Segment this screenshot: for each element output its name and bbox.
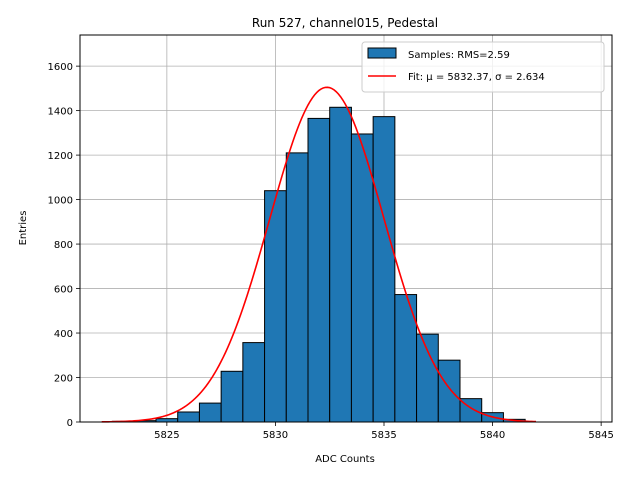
x-tick-label: 5845 <box>588 430 613 441</box>
histogram-bar <box>155 418 179 423</box>
legend-box <box>361 41 605 93</box>
histogram-bar <box>350 133 374 423</box>
histogram-bar <box>198 402 222 423</box>
x-axis-label: ADC Counts <box>315 454 375 465</box>
legend-entry-histogram: Samples: RMS=2.59 <box>408 50 510 61</box>
legend-swatch-histogram <box>367 47 397 59</box>
y-tick-label: 1200 <box>48 151 73 162</box>
histogram-bar <box>416 333 439 423</box>
legend: Samples: RMS=2.59 Fit: μ = 5832.37, σ = … <box>361 41 605 93</box>
histogram-bar <box>372 116 396 423</box>
chart-title: Run 527, channel015, Pedestal <box>252 16 438 30</box>
y-axis-label: Entries <box>18 211 29 246</box>
legend-entry-fit: Fit: μ = 5832.37, σ = 2.634 <box>408 72 545 83</box>
histogram-bar <box>329 106 352 423</box>
histogram-bar <box>307 117 331 423</box>
x-axis-ticks: 5825 5830 5835 5840 5845 <box>154 422 614 441</box>
histogram-bars <box>112 106 526 423</box>
x-tick-label: 5825 <box>154 430 179 441</box>
y-tick-label: 1000 <box>48 196 73 207</box>
histogram-bar <box>285 152 309 423</box>
x-tick-label: 5840 <box>480 430 505 441</box>
y-tick-label: 600 <box>54 285 73 296</box>
histogram-bar <box>242 342 266 423</box>
histogram-bar <box>220 370 244 423</box>
y-tick-label: 200 <box>54 374 73 385</box>
histogram-bar <box>437 359 461 423</box>
y-tick-label: 400 <box>54 329 73 340</box>
x-tick-label: 5835 <box>371 430 396 441</box>
x-tick-label: 5830 <box>263 430 288 441</box>
y-tick-label: 1400 <box>48 107 73 118</box>
fit-curve <box>101 86 537 423</box>
y-tick-label: 0 <box>67 418 73 429</box>
y-tick-label: 1600 <box>48 62 73 73</box>
y-axis-ticks: 0 200 400 600 800 1000 1200 1400 1600 <box>48 62 80 429</box>
y-tick-label: 800 <box>54 240 73 251</box>
histogram-bar <box>177 411 200 423</box>
fit-curve-layer <box>101 86 537 423</box>
plot-frame <box>79 34 613 423</box>
